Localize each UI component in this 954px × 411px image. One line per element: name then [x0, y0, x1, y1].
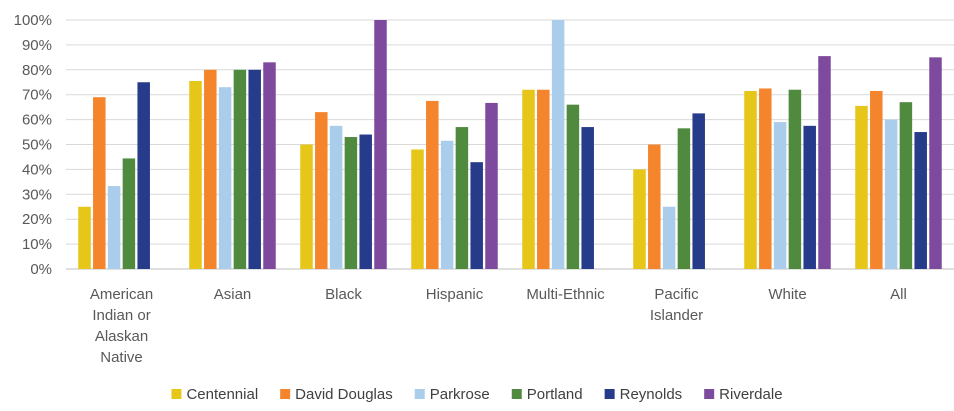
bar: [744, 90, 757, 269]
category-label: All: [890, 286, 907, 303]
bar: [522, 89, 535, 269]
legend-label: Portland: [527, 386, 583, 403]
bar: [633, 169, 646, 269]
category-label: Multi-Ethnic: [526, 286, 605, 303]
y-tick-label: 10%: [22, 236, 52, 253]
bar: [315, 112, 328, 269]
bar: [788, 89, 802, 269]
bar: [929, 57, 942, 269]
legend-swatch: [280, 389, 291, 399]
bar: [818, 56, 831, 269]
bar: [870, 90, 883, 269]
bar: [773, 122, 787, 269]
legend-swatch: [414, 389, 425, 399]
bar: [455, 127, 469, 269]
bar: [692, 113, 705, 270]
legend-swatch: [511, 389, 522, 399]
category-label: White: [768, 286, 806, 303]
y-tick-label: 90%: [22, 37, 52, 54]
bar: [537, 89, 550, 269]
bar: [300, 144, 313, 269]
y-tick-label: 40%: [22, 161, 52, 178]
legend-label: David Douglas: [295, 386, 393, 403]
bar: [440, 140, 454, 269]
category-label: Asian: [214, 286, 252, 303]
bar: [677, 128, 691, 269]
legend-swatch: [704, 389, 715, 399]
legend-item: Centennial: [171, 386, 258, 403]
y-tick-label: 30%: [22, 186, 52, 203]
bar: [359, 134, 372, 269]
legend-item: Reynolds: [604, 386, 683, 403]
bar: [485, 102, 498, 269]
category-label: Hispanic: [426, 286, 484, 303]
bar: [248, 69, 261, 269]
legend-item: David Douglas: [280, 386, 393, 403]
bar: [263, 62, 276, 269]
bar: [329, 125, 343, 269]
bar: [189, 81, 202, 269]
bar: [662, 206, 676, 269]
y-tick-label: 50%: [22, 137, 52, 154]
bar: [344, 137, 358, 269]
legend-label: Reynolds: [620, 386, 683, 403]
category-label: Pacific Islander: [650, 286, 703, 324]
legend-swatch: [171, 389, 182, 399]
y-tick-label: 100%: [14, 12, 52, 29]
bar: [107, 186, 121, 269]
bar: [648, 144, 661, 269]
bar: [374, 20, 387, 269]
category-label: Black: [325, 286, 362, 303]
bar: [233, 69, 247, 269]
legend-item: Riverdale: [704, 386, 783, 403]
legend-label: Centennial: [186, 386, 258, 403]
legend-label: Riverdale: [719, 386, 782, 403]
bar: [204, 69, 217, 269]
bar: [470, 162, 483, 269]
bar: [218, 87, 232, 269]
bar: [899, 102, 913, 269]
bar: [855, 105, 868, 269]
y-tick-label: 20%: [22, 211, 52, 228]
bars: [78, 20, 942, 270]
y-tick-label: 0%: [30, 261, 52, 278]
bar: [93, 97, 106, 269]
legend-swatch: [604, 389, 615, 399]
bar: [551, 20, 565, 269]
legend-label: Parkrose: [430, 386, 490, 403]
bar: [122, 158, 136, 269]
legend-item: Parkrose: [414, 386, 490, 403]
y-tick-label: 60%: [22, 112, 52, 129]
bar: [566, 104, 580, 269]
y-tick-label: 70%: [22, 87, 52, 104]
legend: Centennial David Douglas Parkrose Portland R…: [171, 386, 783, 403]
bar: [426, 100, 439, 269]
bar: [759, 88, 772, 269]
bar: [884, 119, 898, 269]
bar: [411, 149, 424, 269]
bar: [137, 82, 150, 269]
category-label: American Indian or Alaskan Native: [90, 286, 153, 366]
bar: [803, 125, 816, 269]
bar: [78, 206, 91, 269]
bar: [581, 127, 594, 269]
legend-item: Portland: [511, 386, 583, 403]
y-tick-label: 80%: [22, 62, 52, 79]
bar: [914, 132, 927, 269]
